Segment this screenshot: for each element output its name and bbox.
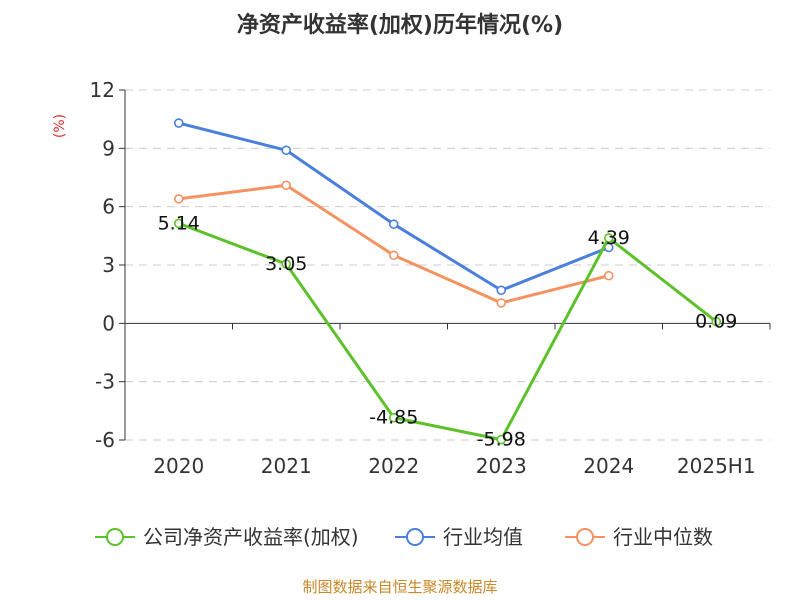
legend-marker-icon xyxy=(106,528,124,546)
data-point xyxy=(496,298,507,308)
series-1 xyxy=(173,118,614,296)
y-tick-label: 6 xyxy=(102,195,115,219)
legend: 公司净资产收益率(加权) 行业均值 行业中位数 xyxy=(95,525,713,549)
data-point xyxy=(603,233,614,243)
y-tick-label: 3 xyxy=(102,253,115,277)
data-point xyxy=(496,434,507,445)
data-point xyxy=(711,316,722,327)
y-axis-ticks: 12 9 6 3 0 -3 -6 xyxy=(90,78,125,452)
series-line xyxy=(178,183,610,305)
x-tick-label: 2022 xyxy=(368,454,419,478)
y-tick-label: -3 xyxy=(95,370,115,394)
chart-title: 净资产收益率(加权)历年情况(%) xyxy=(237,12,563,38)
y-tick-label: -6 xyxy=(95,428,115,452)
data-point xyxy=(281,145,292,156)
data-point xyxy=(388,250,399,261)
x-tick-label: 2020 xyxy=(153,454,204,478)
legend-label: 行业均值 xyxy=(443,525,523,549)
data-point xyxy=(603,270,614,281)
legend-item[interactable]: 公司净资产收益率(加权) xyxy=(95,525,359,549)
legend-marker-icon xyxy=(406,528,424,546)
data-label: 3.05 xyxy=(265,253,307,275)
data-point xyxy=(388,412,399,423)
y-axis-unit-label: (%) xyxy=(52,114,68,138)
source-note: 制图数据来自恒生聚源数据库 xyxy=(302,578,497,596)
series-0 xyxy=(173,218,722,445)
data-point xyxy=(173,194,184,204)
data-point xyxy=(281,259,292,269)
x-tick-label: 2024 xyxy=(583,454,634,478)
data-point xyxy=(173,218,184,229)
legend-item[interactable]: 行业均值 xyxy=(395,525,523,549)
data-label: -4.85 xyxy=(369,407,418,429)
x-tick-label: 2021 xyxy=(261,454,312,478)
legend-label: 公司净资产收益率(加权) xyxy=(143,525,359,549)
grid-lines xyxy=(125,89,770,441)
data-label: 4.39 xyxy=(588,227,630,249)
series-2 xyxy=(173,180,614,308)
x-tick-label: 2023 xyxy=(476,454,527,478)
series-line xyxy=(178,221,718,442)
legend-marker-icon xyxy=(576,528,594,546)
data-label: 0.09 xyxy=(695,311,737,333)
y-tick-label: 12 xyxy=(90,78,115,102)
data-point xyxy=(388,219,399,229)
data-label: 5.14 xyxy=(158,212,200,234)
legend-item[interactable]: 行业中位数 xyxy=(565,525,713,549)
series-lines xyxy=(173,118,722,445)
legend-label: 行业中位数 xyxy=(613,525,713,549)
data-point xyxy=(496,285,507,296)
y-tick-label: 0 xyxy=(102,311,115,335)
data-point xyxy=(281,180,292,191)
x-axis-ticks: 2020 2021 2022 2023 2024 2025H1 xyxy=(153,454,755,478)
data-labels: 5.14 3.05 -4.85 -5.98 4.39 0.09 xyxy=(158,212,738,450)
data-label: -5.98 xyxy=(477,429,526,451)
x-tick-label: 2025H1 xyxy=(677,454,756,478)
data-point xyxy=(173,118,184,128)
y-tick-label: 9 xyxy=(102,136,115,160)
